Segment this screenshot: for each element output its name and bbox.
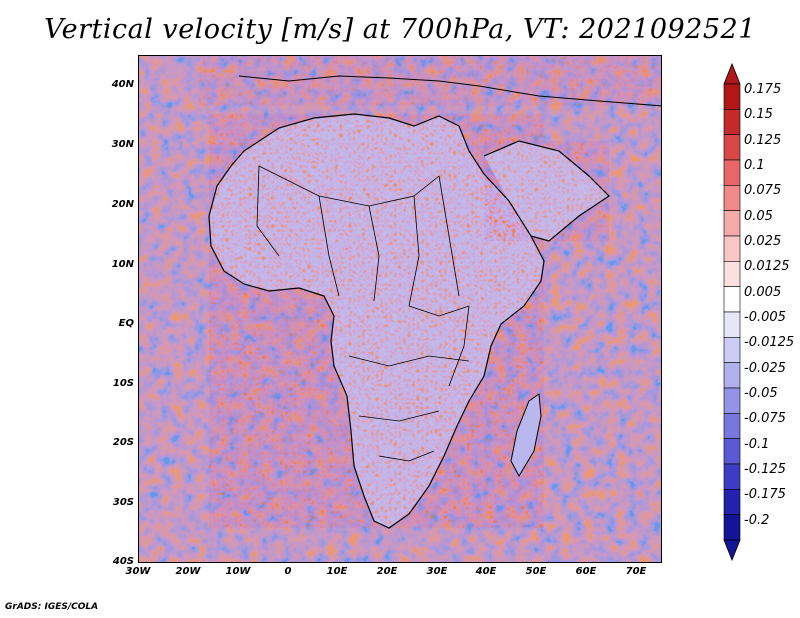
colorbar-label: -0.005	[744, 310, 786, 325]
x-tick-label: 20E	[376, 566, 398, 577]
colorbar-label: -0.0125	[744, 335, 795, 351]
colorbar-segment	[723, 261, 741, 287]
colorbar-label: 0.005	[744, 284, 782, 300]
y-tick-label: 40S	[112, 556, 134, 567]
y-tick-label: 40N	[111, 79, 134, 90]
x-tick-label: 10E	[326, 566, 348, 577]
colorbar-label: 0.075	[744, 183, 782, 199]
colorbar-label: -0.125	[744, 462, 786, 477]
colorbar-segment	[723, 489, 741, 515]
x-tick-label: 30W	[125, 566, 151, 577]
x-tick-label: 20W	[175, 566, 201, 577]
y-tick-label: 10N	[111, 259, 134, 270]
y-tick-label: EQ	[118, 318, 134, 329]
colorbar-segment	[723, 463, 741, 490]
colorbar-label: -0.1	[744, 436, 770, 452]
y-tick-label: 30S	[112, 497, 134, 508]
colorbar-segment	[723, 134, 741, 161]
y-tick-label: 30N	[111, 139, 134, 150]
colorbar-segment	[723, 159, 741, 186]
colorbar-segment	[723, 286, 741, 313]
colorbar-label: 0.15	[744, 107, 773, 123]
colorbar-segment	[723, 362, 741, 389]
colorbar-label: 0.175	[744, 82, 782, 97]
colorbar-segment	[723, 514, 741, 541]
x-tick-label: 10W	[225, 566, 251, 577]
country-borders	[256, 165, 470, 462]
colorbar-segment	[723, 83, 741, 110]
colorbar	[723, 62, 741, 562]
colorbar-label: 0.0125	[744, 259, 790, 275]
colorbar-segment	[723, 387, 741, 414]
colorbar-label: 0.125	[744, 132, 782, 148]
colorbar-segment	[723, 109, 741, 135]
colorbar-bottom-arrow	[723, 539, 741, 562]
colorbar-label: -0.175	[744, 487, 786, 503]
colorbar-label: -0.05	[744, 386, 778, 401]
colorbar-label: 0.1	[744, 158, 765, 173]
colorbar-label: -0.075	[744, 411, 786, 427]
coastline	[208, 113, 545, 529]
colorbar-segment	[723, 235, 741, 262]
y-tick-label: 20N	[111, 199, 134, 210]
x-tick-label: 60E	[575, 566, 597, 577]
x-tick-label: 40E	[475, 566, 497, 577]
colorbar-segment	[723, 337, 741, 363]
colorbar-segment	[723, 311, 741, 338]
map-panel	[138, 55, 662, 563]
colorbar-label: 0.05	[744, 208, 773, 224]
colorbar-label: 0.025	[744, 234, 782, 249]
colorbar-segment	[723, 185, 741, 211]
colorbar-label: -0.2	[744, 512, 770, 528]
x-tick-label: 50E	[525, 566, 547, 577]
plot-title: Vertical velocity [m/s] at 700hPa, VT: 2…	[44, 14, 756, 45]
y-tick-label: 10S	[112, 378, 134, 389]
colorbar-segment	[723, 413, 741, 439]
footer-credit: GrADS: IGES/COLA	[5, 602, 99, 612]
x-tick-label: 0	[284, 566, 292, 577]
colorbar-label: -0.025	[744, 360, 786, 376]
y-tick-label: 20S	[112, 437, 134, 448]
colorbar-segment	[723, 438, 741, 465]
x-tick-label: 70E	[625, 566, 647, 577]
x-tick-label: 30E	[426, 566, 448, 577]
colorbar-segment	[723, 210, 741, 237]
velocity-field	[139, 56, 661, 562]
madagascar-landmass	[510, 393, 542, 478]
colorbar-top-arrow	[723, 62, 741, 85]
